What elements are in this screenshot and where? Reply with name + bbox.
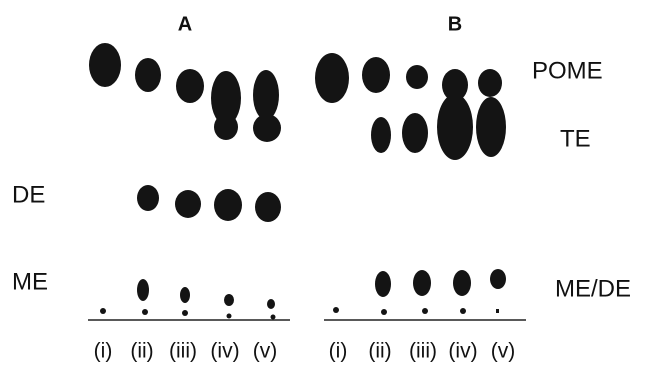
lane-label: (ii)	[368, 340, 391, 363]
lane-label: (v)	[253, 340, 278, 363]
spot	[496, 309, 499, 313]
spot-label: POME	[532, 57, 603, 84]
spot	[224, 294, 234, 306]
spot	[375, 271, 391, 297]
spot-label: ME/DE	[555, 275, 631, 302]
spot	[214, 114, 238, 140]
spot	[137, 185, 159, 211]
spot	[253, 70, 279, 120]
spot-label: ME	[12, 268, 48, 295]
spot	[453, 270, 471, 296]
lane-label: (v)	[491, 340, 516, 363]
lane-label: (iv)	[448, 340, 477, 363]
panel-label: A	[178, 13, 192, 35]
spot	[406, 65, 428, 89]
spot	[490, 269, 506, 289]
panel-label: B	[448, 13, 462, 35]
spot	[422, 308, 428, 314]
spot-label: DE	[12, 181, 45, 208]
spots-b	[315, 53, 506, 315]
spot	[267, 299, 275, 309]
spot	[89, 43, 121, 87]
spot	[227, 314, 232, 319]
spot	[315, 53, 349, 103]
spot-label: TE	[560, 125, 591, 152]
spot	[333, 307, 339, 313]
spot	[255, 192, 281, 222]
spot	[413, 270, 431, 296]
spot	[478, 69, 502, 97]
spot	[176, 69, 204, 103]
spot	[214, 189, 242, 221]
lane-labels: (i) (ii) (iii) (iv) (v) (i) (ii) (iii) (iv) (v)	[94, 340, 516, 363]
lane-label: (i)	[329, 340, 348, 363]
spots-a	[89, 43, 281, 320]
spot	[180, 287, 190, 303]
lane-label: (iii)	[409, 340, 437, 363]
spot	[137, 279, 149, 301]
lane-label: (ii)	[130, 340, 153, 363]
spot	[271, 315, 276, 320]
lane-label: (iv)	[210, 340, 239, 363]
tlc-figure: A B POME TE DE ME ME/DE	[0, 0, 652, 367]
spot	[476, 97, 506, 157]
spot	[460, 308, 466, 314]
spot	[381, 309, 387, 315]
lane-label: (iii)	[169, 340, 197, 363]
spot	[182, 310, 188, 316]
spot	[175, 190, 201, 218]
spot	[135, 58, 161, 92]
spot	[371, 117, 391, 153]
spot	[142, 309, 148, 315]
spot	[100, 308, 106, 314]
spot	[362, 57, 390, 93]
lane-label: (i)	[94, 340, 113, 363]
spot	[402, 113, 428, 153]
spot	[437, 94, 473, 160]
spot	[253, 114, 281, 142]
